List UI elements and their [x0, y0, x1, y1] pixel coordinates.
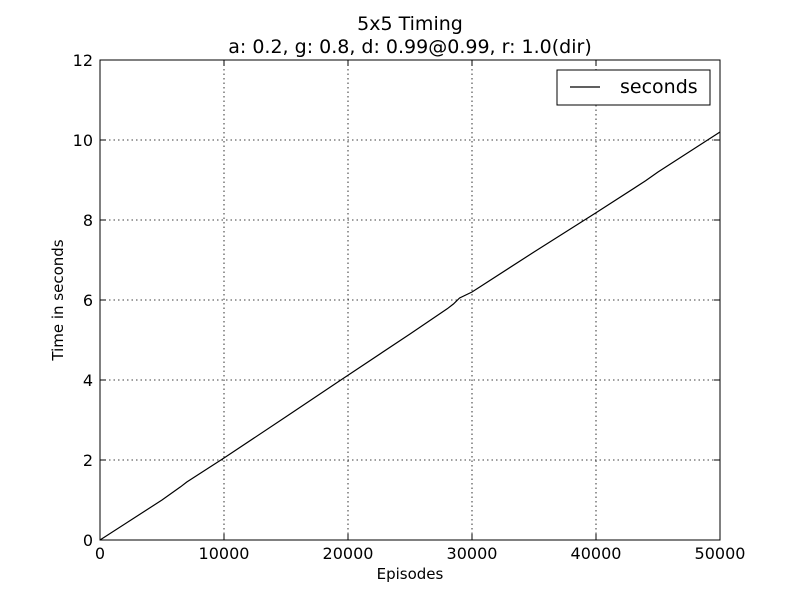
y-tick-label: 0	[83, 531, 93, 550]
chart-subtitle: a: 0.2, g: 0.8, d: 0.99@0.99, r: 1.0(dir…	[228, 36, 591, 58]
y-tick-label: 8	[83, 211, 93, 230]
tick-layer	[99, 59, 721, 541]
x-tick-label: 40000	[571, 544, 622, 563]
x-tick-label: 50000	[695, 544, 746, 563]
chart-title: 5x5 Timing	[357, 13, 463, 35]
x-tick-label: 30000	[447, 544, 498, 563]
x-tick-label: 0	[95, 544, 105, 563]
y-tick-label: 6	[83, 291, 93, 310]
y-tick-label: 4	[83, 371, 93, 390]
series-line-seconds	[99, 131, 721, 541]
y-tick-label: 12	[73, 51, 93, 70]
y-tick-label: 10	[73, 131, 93, 150]
y-tick-label: 2	[83, 451, 93, 470]
x-axis-label: Episodes	[377, 565, 444, 583]
legend: seconds	[556, 69, 711, 106]
grid-layer	[100, 60, 720, 540]
series-layer	[99, 131, 721, 541]
tick-label-layer: 0 10000 20000 30000 40000 50000 0 2 4 6 8 10 12	[73, 51, 746, 563]
x-tick-label: 20000	[323, 544, 374, 563]
chart-title-group: 5x5 Timing a: 0.2, g: 0.8, d: 0.99@0.99,…	[228, 13, 591, 58]
y-axis-label: Time in seconds	[49, 239, 67, 361]
x-tick-label: 10000	[199, 544, 250, 563]
legend-label-seconds: seconds	[620, 76, 698, 98]
